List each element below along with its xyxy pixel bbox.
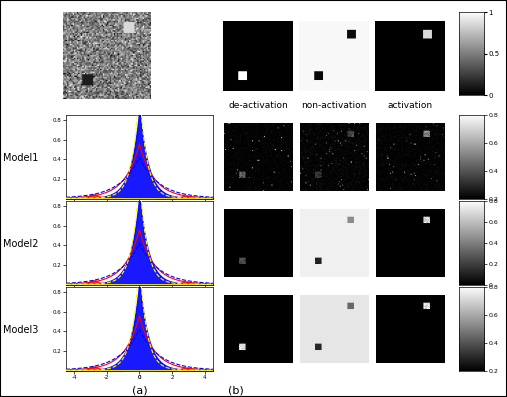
Text: 0: 0 (138, 203, 141, 208)
Text: Model3: Model3 (3, 325, 38, 335)
Text: (b): (b) (228, 385, 244, 395)
Text: Model2: Model2 (3, 239, 38, 249)
Text: activation: activation (387, 101, 433, 110)
Text: de-activation: de-activation (228, 101, 288, 110)
Text: 0: 0 (138, 376, 141, 380)
Text: 0: 0 (138, 289, 141, 295)
Text: Model1: Model1 (3, 153, 38, 163)
Text: non-activation: non-activation (302, 101, 367, 110)
Text: (a): (a) (132, 385, 147, 395)
